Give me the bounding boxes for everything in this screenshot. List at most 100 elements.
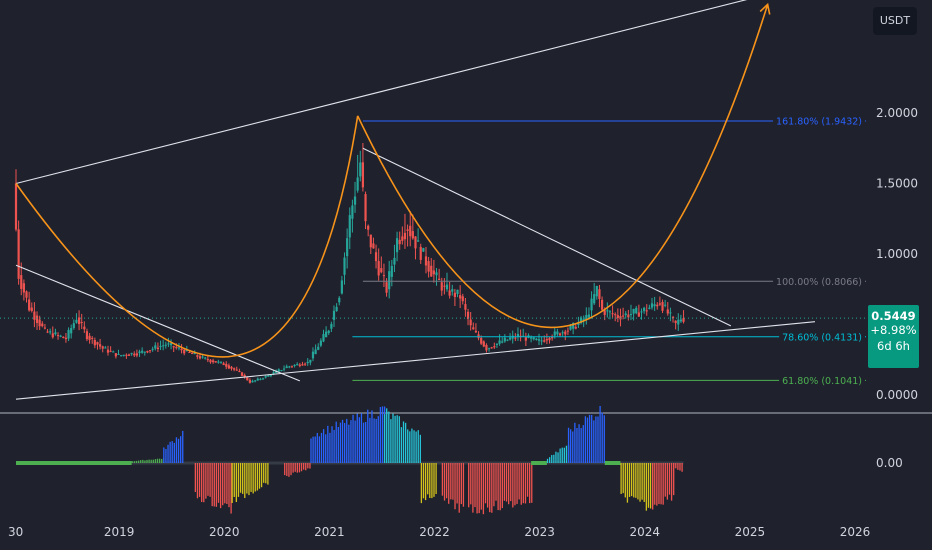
candle-body xyxy=(351,205,354,219)
histogram-bar xyxy=(624,463,626,498)
histogram-bar xyxy=(411,428,413,463)
histogram-bar xyxy=(346,418,348,463)
candle-body xyxy=(409,225,412,237)
histogram-bar xyxy=(620,463,622,494)
candle-body xyxy=(558,333,562,336)
candle-body xyxy=(664,304,667,306)
histogram-bar xyxy=(377,416,379,463)
histogram-bar xyxy=(294,463,296,472)
currency-selector[interactable]: USDT xyxy=(873,7,917,35)
histogram-bar xyxy=(520,463,522,505)
histogram-bar xyxy=(597,416,599,463)
histogram-bar xyxy=(563,447,566,463)
candle-body xyxy=(343,257,346,275)
histogram-bar xyxy=(484,463,487,504)
histogram-bar xyxy=(468,463,470,508)
candle-body xyxy=(164,344,167,346)
histogram-bar xyxy=(290,463,292,476)
histogram-bar xyxy=(142,459,144,463)
histogram-bar xyxy=(407,429,409,463)
candle-body xyxy=(54,332,57,335)
histogram-bar xyxy=(352,414,354,463)
histogram-bar xyxy=(154,459,157,463)
histogram-bar xyxy=(175,437,178,463)
histogram-bar xyxy=(356,413,358,463)
histogram-bar xyxy=(343,423,346,463)
candle-body xyxy=(22,283,25,293)
histogram-bar xyxy=(662,463,664,505)
histogram-bar xyxy=(267,463,269,485)
histogram-bar xyxy=(497,463,499,511)
candle-body xyxy=(482,341,485,347)
candle-body xyxy=(666,309,669,314)
x-axis-tick: 2024 xyxy=(629,525,660,539)
candle-body xyxy=(290,366,294,368)
candle-body xyxy=(445,284,449,290)
candle-body xyxy=(598,289,601,299)
candle-body xyxy=(590,298,593,311)
histogram-bar xyxy=(209,463,211,497)
candle-body xyxy=(198,356,202,359)
histogram-bar xyxy=(524,463,527,504)
histogram-bar xyxy=(630,463,633,497)
histogram-bar xyxy=(246,463,248,494)
histogram-bar xyxy=(284,463,286,476)
candle-body xyxy=(556,331,559,335)
candle-body xyxy=(472,327,475,330)
histogram-bar xyxy=(235,463,238,503)
histogram-bar xyxy=(666,463,669,500)
histogram-bar xyxy=(482,463,485,515)
histogram-bar xyxy=(647,463,650,508)
histogram-bar xyxy=(158,458,161,463)
candle-body xyxy=(206,359,209,361)
histogram-bar xyxy=(354,420,356,463)
histogram-bar xyxy=(516,463,518,504)
candle-body xyxy=(214,361,217,363)
histogram-bar xyxy=(179,436,182,463)
candle-body xyxy=(348,215,351,238)
candle-body xyxy=(38,319,41,327)
histogram-bar xyxy=(320,432,323,463)
histogram-bar xyxy=(219,463,222,509)
candle-body xyxy=(406,229,409,231)
candle-body xyxy=(548,337,551,341)
histogram-bar xyxy=(531,463,533,503)
histogram-bar xyxy=(392,413,394,463)
axes-layer: 2.0000 1.5000 1.0000 0.0000 0.00 30 2019 2020 20… xyxy=(8,106,918,539)
histogram-bar xyxy=(365,421,367,463)
candle-body xyxy=(322,334,325,342)
histogram-bar xyxy=(140,460,142,463)
histogram-bar xyxy=(228,463,230,508)
histogram-bar xyxy=(348,424,350,463)
histogram-bar xyxy=(429,463,431,498)
y-axis-tick: 0.0000 xyxy=(876,388,918,402)
candle-body xyxy=(364,194,367,222)
histogram-bar xyxy=(493,463,495,507)
histogram-bar xyxy=(628,463,631,497)
candle-body xyxy=(288,366,291,368)
candle-body xyxy=(443,285,446,287)
oscillator-histogram xyxy=(16,405,684,515)
histogram-bar xyxy=(360,413,363,463)
candle-body xyxy=(419,246,422,260)
cup-curve-arrow xyxy=(759,2,771,15)
candle-body xyxy=(196,355,199,357)
candle-body xyxy=(49,331,52,333)
candle-body xyxy=(372,243,375,249)
histogram-bar xyxy=(244,463,246,499)
candle-body xyxy=(427,261,430,272)
histogram-bar xyxy=(654,463,656,505)
histogram-bar xyxy=(310,438,312,463)
histogram-bar xyxy=(248,463,250,496)
candle-body xyxy=(677,319,680,325)
trendline xyxy=(15,0,748,185)
histogram-bar xyxy=(518,463,520,500)
candle-body xyxy=(367,225,370,230)
candle-body xyxy=(385,282,388,293)
candle-body xyxy=(143,351,146,353)
candle-body xyxy=(593,294,596,304)
candle-body xyxy=(33,311,36,320)
histogram-bar xyxy=(307,463,309,469)
candle-body xyxy=(259,378,262,380)
